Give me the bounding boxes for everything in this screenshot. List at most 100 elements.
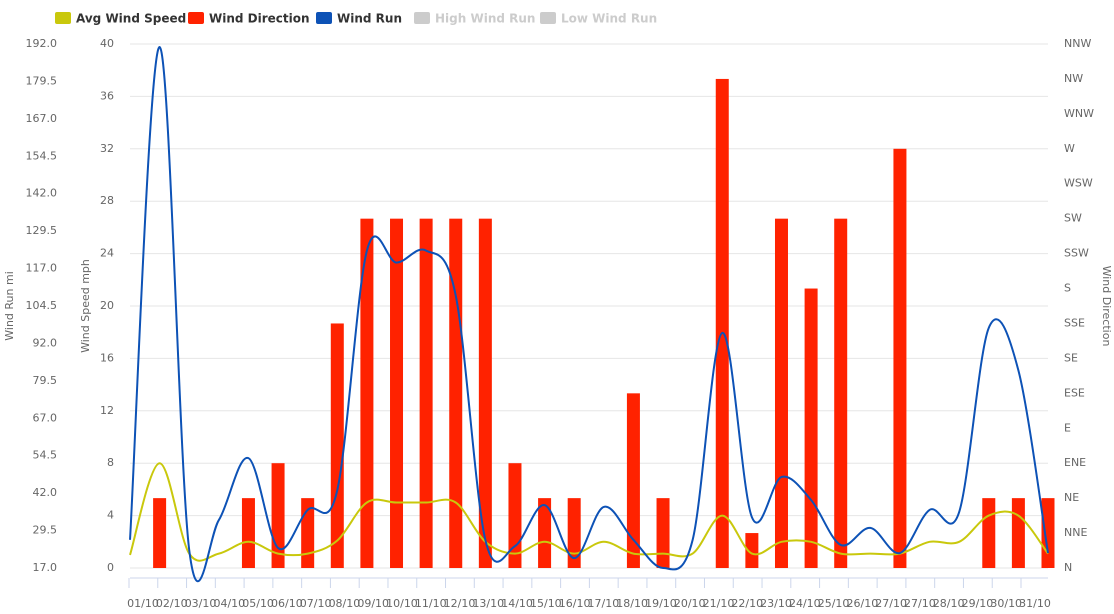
x-tick-label: 22/10: [731, 597, 763, 610]
y-tick-label: 8: [107, 456, 114, 469]
y2-tick-label: S: [1064, 282, 1071, 295]
legend-entry[interactable]: Wind Run: [337, 12, 402, 26]
bar: [241, 498, 255, 568]
x-tick-label: 09/10: [357, 597, 389, 610]
y3-tick-label: 92.0: [33, 336, 58, 349]
y3-tick-label: 67.0: [33, 411, 58, 424]
x-tick-label: 10/10: [386, 597, 418, 610]
x-tick-label: 24/10: [789, 597, 821, 610]
bar: [360, 218, 374, 568]
x-tick-label: 13/10: [472, 597, 504, 610]
y-tick-label: 4: [107, 509, 114, 522]
y3-tick-label: 104.5: [26, 299, 58, 312]
bar: [774, 218, 788, 568]
x-tick-label: 25/10: [818, 597, 850, 610]
x-tick-label: 06/10: [271, 597, 303, 610]
y-tick-label: 28: [100, 194, 114, 207]
y2-tick-label: ENE: [1064, 456, 1086, 469]
bar: [715, 78, 729, 568]
bar: [153, 498, 167, 568]
x-tick-label: 04/10: [213, 597, 245, 610]
y-axis-title: Wind Speed mph: [79, 259, 92, 353]
x-tick-label: 07/10: [300, 597, 332, 610]
y3-tick-label: 179.5: [26, 74, 58, 87]
y-tick-label: 20: [100, 299, 114, 312]
x-tick-label: 27/10: [875, 597, 907, 610]
y2-tick-label: WSW: [1064, 177, 1093, 190]
y3-tick-label: 154.5: [26, 149, 58, 162]
bar: [1041, 498, 1055, 568]
x-tick-label: 05/10: [242, 597, 274, 610]
y-tick-label: 40: [100, 37, 114, 50]
bar: [330, 323, 344, 568]
legend-entry[interactable]: Avg Wind Speed: [76, 12, 186, 26]
x-tick-label: 26/10: [847, 597, 879, 610]
bar: [745, 533, 759, 568]
bar: [1011, 498, 1025, 568]
bar: [449, 218, 463, 568]
y2-tick-label: NW: [1064, 72, 1083, 85]
y2-tick-label: NNW: [1064, 37, 1091, 50]
x-tick-label: 01/10: [127, 597, 159, 610]
x-tick-label: 03/10: [185, 597, 217, 610]
bar: [478, 218, 492, 568]
bar: [804, 288, 818, 568]
x-tick-label: 18/10: [616, 597, 648, 610]
x-tick-label: 31/10: [1019, 597, 1051, 610]
legend-entry[interactable]: Low Wind Run: [561, 12, 657, 26]
y-tick-label: 12: [100, 404, 114, 417]
x-tick-label: 29/10: [962, 597, 994, 610]
y3-tick-label: 79.5: [33, 374, 58, 387]
x-tick-label: 17/10: [588, 597, 620, 610]
y3-tick-label: 29.5: [33, 524, 58, 537]
bar: [893, 148, 907, 569]
y3-tick-label: 117.0: [26, 262, 58, 275]
x-tick-label: 16/10: [559, 597, 591, 610]
legend-swatch: [414, 12, 430, 24]
bar: [834, 218, 848, 568]
bar: [626, 393, 640, 568]
x-tick-label: 19/10: [645, 597, 677, 610]
x-tick-label: 02/10: [156, 597, 188, 610]
y-tick-label: 16: [100, 351, 114, 364]
y2-tick-label: SSE: [1064, 316, 1085, 329]
y2-tick-label: SW: [1064, 212, 1082, 225]
bar: [390, 218, 404, 568]
y-tick-label: 32: [100, 142, 114, 155]
legend-swatch: [540, 12, 556, 24]
y3-tick-label: 42.0: [33, 486, 58, 499]
x-tick-label: 21/10: [703, 597, 735, 610]
y-tick-label: 0: [107, 561, 114, 574]
line: [129, 462, 1049, 562]
x-tick-label: 15/10: [530, 597, 562, 610]
line: [129, 45, 1049, 583]
x-tick-label: 20/10: [674, 597, 706, 610]
y2-tick-label: SE: [1064, 351, 1078, 364]
bar: [656, 498, 670, 568]
x-tick-label: 27/10: [904, 597, 936, 610]
y3-tick-label: 167.0: [26, 112, 58, 125]
legend-entry[interactable]: High Wind Run: [435, 12, 535, 26]
x-tick-label: 30/10: [990, 597, 1022, 610]
y3-axis-title: Wind Run mi: [3, 271, 16, 341]
y2-tick-label: NNE: [1064, 526, 1087, 539]
y2-tick-label: N: [1064, 561, 1072, 574]
y2-tick-label: NE: [1064, 491, 1079, 504]
y-tick-label: 36: [100, 89, 114, 102]
y2-tick-label: SSW: [1064, 247, 1089, 260]
y2-tick-label: WNW: [1064, 107, 1094, 120]
y3-tick-label: 129.5: [26, 224, 58, 237]
legend-entry[interactable]: Wind Direction: [209, 12, 310, 26]
legend-swatch: [55, 12, 71, 24]
bar: [419, 218, 433, 568]
y2-tick-label: E: [1064, 421, 1071, 434]
x-tick-label: 23/10: [760, 597, 792, 610]
y3-tick-label: 54.5: [33, 449, 58, 462]
y3-tick-label: 142.0: [26, 187, 58, 200]
bar: [982, 498, 996, 568]
y2-tick-label: ESE: [1064, 386, 1085, 399]
legend-swatch: [188, 12, 204, 24]
bar: [567, 498, 581, 568]
y2-axis-title: Wind Direction: [1100, 266, 1113, 347]
